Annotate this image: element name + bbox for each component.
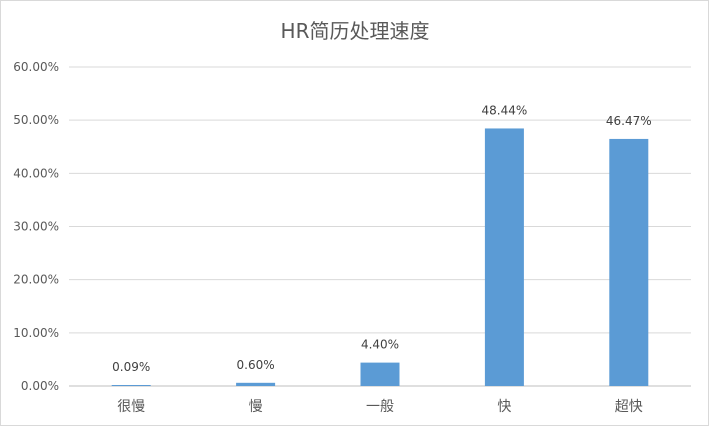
y-tick-label: 0.00% (21, 379, 59, 393)
y-tick-label: 20.00% (13, 273, 59, 287)
x-tick-label: 很慢 (117, 398, 145, 415)
y-tick-label: 10.00% (13, 326, 59, 340)
x-tick-label: 慢 (249, 398, 263, 415)
y-tick-label: 40.00% (13, 166, 59, 180)
bar (111, 385, 151, 386)
data-label: 48.44% (482, 103, 528, 117)
x-axis-ticks: 很慢 慢 一般 快 超快 (117, 398, 643, 415)
x-tick-label: 一般 (366, 399, 394, 415)
bar (484, 128, 524, 386)
bar (609, 138, 649, 386)
bars (111, 128, 649, 386)
data-label: 4.40% (361, 338, 399, 352)
data-labels: 0.09% 0.60% 4.40% 48.44% 46.47% (112, 103, 652, 374)
data-label: 0.60% (237, 358, 275, 372)
gridlines (69, 66, 691, 387)
y-tick-label: 50.00% (13, 113, 59, 127)
bar (360, 362, 400, 386)
x-tick-label: 超快 (615, 399, 643, 415)
bar (236, 382, 276, 386)
y-tick-label: 30.00% (13, 220, 59, 234)
y-axis-ticks: 0.00% 10.00% 20.00% 30.00% 40.00% 50.00% 60.00… (13, 60, 59, 393)
y-tick-label: 60.00% (13, 60, 59, 74)
data-label: 46.47% (606, 114, 652, 128)
chart-title: HR简历处理速度 (281, 19, 430, 43)
data-label: 0.09% (112, 360, 150, 374)
x-tick-label: 快 (497, 399, 511, 415)
